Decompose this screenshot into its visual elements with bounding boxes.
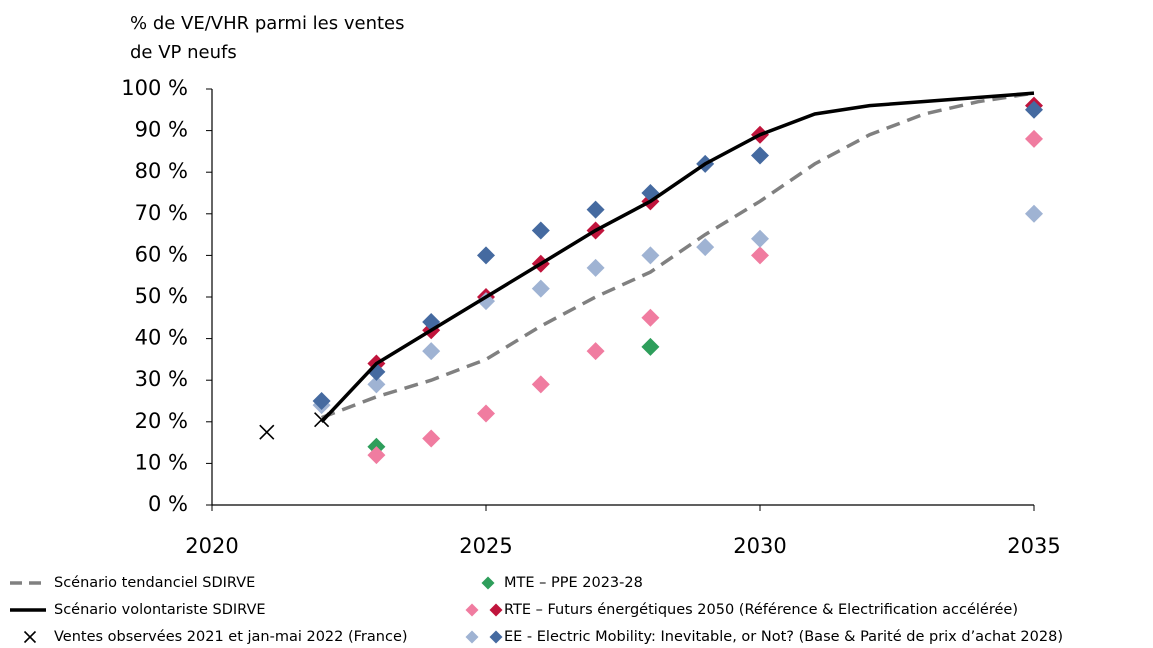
point bbox=[367, 446, 386, 465]
legend-label: Scénario tendanciel SDIRVE bbox=[54, 575, 255, 591]
legend-swatch bbox=[481, 576, 495, 590]
point bbox=[531, 221, 550, 240]
legend-label: RTE – Futurs énergétiques 2050 (Référenc… bbox=[504, 602, 1018, 618]
y-tick-label: 90 % bbox=[135, 118, 188, 142]
point bbox=[477, 404, 495, 423]
point bbox=[641, 308, 660, 327]
point bbox=[259, 424, 275, 440]
y-axis-label: de VP neufs bbox=[130, 42, 237, 63]
point bbox=[586, 200, 605, 219]
x-tick-label: 2035 bbox=[1007, 534, 1060, 558]
point bbox=[1025, 204, 1043, 223]
y-tick-label: 30 % bbox=[135, 367, 188, 391]
y-tick-label: 80 % bbox=[135, 159, 188, 183]
legend-swatch bbox=[465, 603, 479, 617]
legend-swatch bbox=[489, 630, 503, 644]
legend-swatch bbox=[465, 630, 479, 644]
point bbox=[1025, 100, 1043, 119]
point bbox=[422, 342, 441, 361]
y-axis-label: % de VE/VHR parmi les ventes bbox=[130, 13, 405, 34]
x-tick-label: 2025 bbox=[459, 534, 512, 558]
x-tick-label: 2030 bbox=[733, 534, 786, 558]
y-tick-label: 70 % bbox=[135, 201, 188, 225]
point bbox=[477, 246, 495, 265]
line bbox=[320, 91, 1035, 420]
point bbox=[531, 375, 550, 394]
point bbox=[422, 429, 441, 448]
point bbox=[641, 246, 660, 265]
point bbox=[1025, 129, 1043, 148]
y-tick-label: 20 % bbox=[135, 409, 188, 433]
legend-label: MTE – PPE 2023-28 bbox=[504, 575, 643, 591]
legend-label: Ventes observées 2021 et jan-mai 2022 (F… bbox=[54, 629, 408, 645]
point bbox=[641, 337, 660, 356]
legend-label: EE - Electric Mobility: Inevitable, or N… bbox=[504, 629, 1063, 645]
point bbox=[314, 412, 330, 428]
point bbox=[696, 238, 715, 257]
point bbox=[477, 292, 495, 311]
y-tick-label: 40 % bbox=[135, 326, 188, 350]
point bbox=[586, 258, 605, 277]
y-tick-label: 0 % bbox=[148, 492, 188, 516]
point bbox=[751, 229, 769, 248]
legend-swatch bbox=[23, 630, 37, 644]
legend-label: Scénario volontariste SDIRVE bbox=[54, 602, 266, 618]
y-tick-label: 10 % bbox=[135, 450, 188, 474]
y-tick-label: 50 % bbox=[135, 284, 188, 308]
y-tick-label: 100 % bbox=[121, 76, 188, 100]
point bbox=[751, 146, 769, 165]
point bbox=[312, 392, 331, 410]
x-tick-label: 2020 bbox=[185, 534, 238, 558]
legend-swatch bbox=[489, 603, 503, 617]
point bbox=[751, 246, 769, 265]
y-tick-label: 60 % bbox=[135, 242, 188, 266]
point bbox=[586, 342, 605, 361]
line bbox=[320, 91, 1035, 423]
point bbox=[531, 279, 550, 298]
point bbox=[367, 375, 386, 394]
